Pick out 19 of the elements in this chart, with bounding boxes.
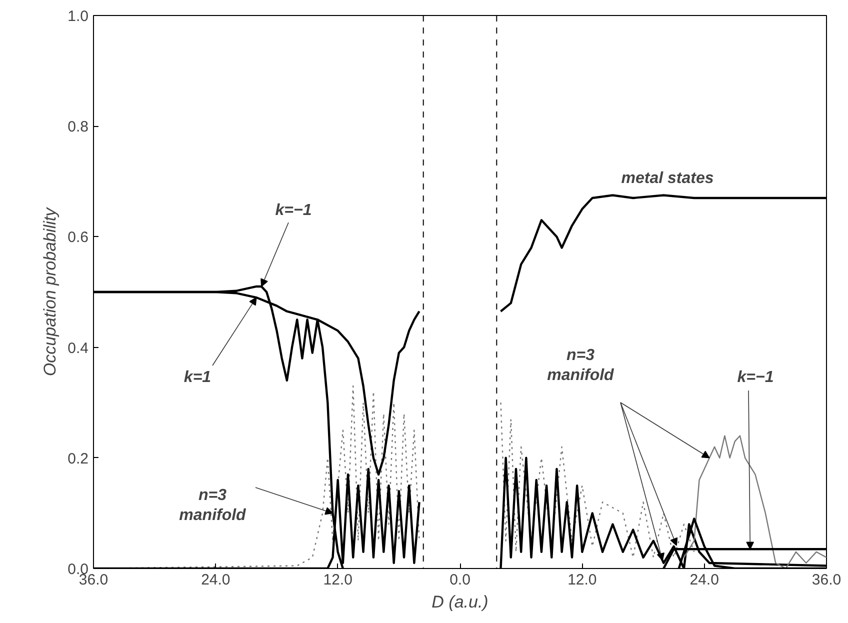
x-tick-label: 24.0 <box>690 572 719 588</box>
y-tick-label: 0.4 <box>68 340 89 357</box>
x-axis-title: D (a.u.) <box>432 592 488 612</box>
annotation: k=−1 <box>275 202 312 219</box>
y-axis-title: Occupation probability <box>40 206 60 376</box>
x-tick-label: 0.0 <box>450 572 470 588</box>
annotation: k=1 <box>184 369 212 386</box>
x-tick-label: 24.0 <box>201 572 230 588</box>
annotation: n=3 manifold <box>547 346 616 384</box>
x-tick-label: 12.0 <box>568 572 597 588</box>
annotation: metal states <box>621 170 714 187</box>
x-tick-label: 12.0 <box>323 572 352 588</box>
y-tick-label: 0.6 <box>68 229 89 246</box>
y-tick-label: 0.8 <box>68 118 89 136</box>
annotation: k=−1 <box>737 369 774 386</box>
y-tick-label: 1.0 <box>68 8 89 25</box>
annotation: n=3 manifold <box>179 486 248 524</box>
x-tick-label: 36.0 <box>812 572 842 588</box>
y-tick-label: 0.2 <box>68 450 89 468</box>
